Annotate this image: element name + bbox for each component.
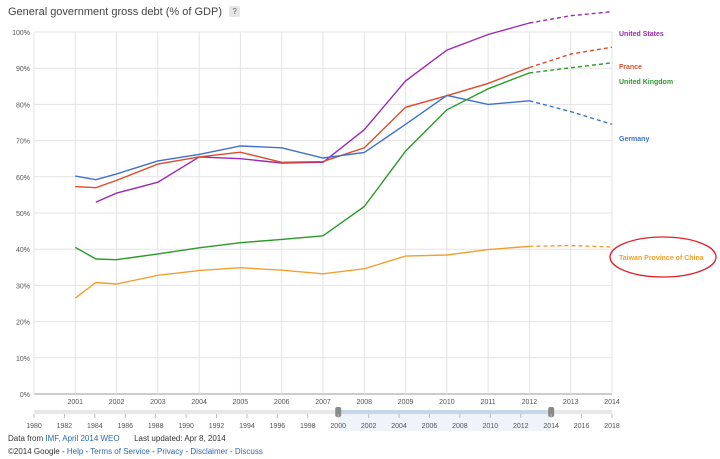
series-line-projection [529,46,613,69]
timeline-label: 2010 [483,423,499,430]
grid [33,31,613,395]
x-tick-label: 2014 [604,399,620,406]
timeline-label: 2008 [452,423,468,430]
copyright: ©2014 Google [8,447,60,456]
series-label[interactable]: Taiwan Province of China [619,255,704,262]
y-tick-label: 60% [16,175,30,182]
timeline-label: 2018 [604,423,620,430]
y-tick-label: 20% [16,320,30,327]
terms-link[interactable]: Terms of Service [90,447,150,456]
y-tick-label: 100% [12,30,30,37]
series-line [75,94,530,181]
series-label[interactable]: United Kingdom [619,79,673,86]
x-tick-label: 2010 [439,399,455,406]
x-tick-label: 2004 [191,399,207,406]
timeline-label: 1986 [117,423,133,430]
y-tick-label: 0% [20,392,30,399]
x-tick-label: 2012 [522,399,538,406]
y-tick-label: 30% [16,283,30,290]
timeline-label: 2000 [330,423,346,430]
timeline-label: 2006 [422,423,438,430]
timeline-label: 1998 [300,423,316,430]
x-tick-label: 2007 [315,399,331,406]
x-tick-label: 2005 [233,399,249,406]
chart-title: General government gross debt (% of GDP) [8,6,222,18]
timeline-label: 1980 [26,423,42,430]
y-axis-labels: 0% 10% 20% 30% 40% 50% 60% 70% 80% 90% 100% [12,30,30,399]
series-line-projection [529,100,613,125]
timeline-label: 2014 [543,423,559,430]
timeline-label: 1990 [178,423,194,430]
series-labels: United States France United Kingdom Germany… [619,31,704,262]
annotation [609,236,717,278]
series-label[interactable]: Germany [619,136,649,143]
chart-area: 0%10%20%30%40%50%60%70%80%90%100% 2001 20… [12,11,717,431]
y-tick-label: 70% [16,139,30,146]
discuss-link[interactable]: Discuss [234,447,263,456]
series-line [74,245,530,299]
x-tick-label: 2003 [150,399,166,406]
footer-source: Data from IMF, April 2014 WEO Last updat… [8,434,226,443]
source-link[interactable]: IMF, April 2014 WEO [45,434,120,443]
timeline[interactable]: 1980 1982 1984 1986 1988 1990 1992 1994 1996 1998… [26,407,620,431]
timeline-label: 2016 [574,423,590,430]
x-tick-label: 2011 [481,399,496,406]
series-label[interactable]: France [619,64,642,71]
data-from-label: Data from [8,434,44,443]
series-line [75,66,530,189]
y-tick-label: 80% [16,102,30,109]
chart-title-row: General government gross debt (% of GDP)… [8,6,241,18]
x-tick-label: 2009 [398,399,414,406]
x-axis-labels: 2001 2002 2003 2004 2005 2006 2007 2008 2009 2010… [67,399,619,406]
y-tick-label: 40% [16,247,30,254]
annotation-ellipse [609,236,717,278]
help-link[interactable]: Help [66,447,84,456]
footer-links: ©2014 Google - Help - Terms of Service -… [8,447,263,456]
disclaimer-link[interactable]: Disclaimer [190,447,228,456]
timeline-label: 1996 [270,423,286,430]
timeline-label: 1994 [239,423,255,430]
timeline-label: 2012 [513,423,529,430]
series-lines [74,11,613,299]
timeline-selection[interactable] [338,410,552,414]
timeline-label: 1982 [57,423,73,430]
y-tick-label: 10% [16,356,30,363]
timeline-end-handle[interactable] [548,407,555,417]
timeline-label: 1984 [87,423,103,430]
series-line-projection [529,11,613,24]
x-tick-label: 2008 [356,399,372,406]
x-tick-label: 2001 [67,399,83,406]
x-tick-label: 2006 [274,399,290,406]
series-line [95,22,530,203]
series-line [74,72,530,261]
timeline-label: 2004 [391,423,407,430]
help-icon[interactable]: ? [229,6,241,17]
timeline-start-handle[interactable] [335,407,342,417]
last-updated: Last updated: Apr 8, 2014 [134,434,226,443]
y-tick-label: 50% [16,211,30,218]
timeline-label: 1992 [209,423,225,430]
timeline-label: 2002 [361,423,377,430]
series-label[interactable]: United States [619,31,664,38]
x-tick-label: 2002 [109,399,125,406]
timeline-selection-area[interactable] [338,414,552,431]
timeline-label: 1988 [148,423,164,430]
y-tick-label: 90% [16,66,30,73]
x-tick-label: 2013 [563,399,579,406]
privacy-link[interactable]: Privacy [157,447,184,456]
